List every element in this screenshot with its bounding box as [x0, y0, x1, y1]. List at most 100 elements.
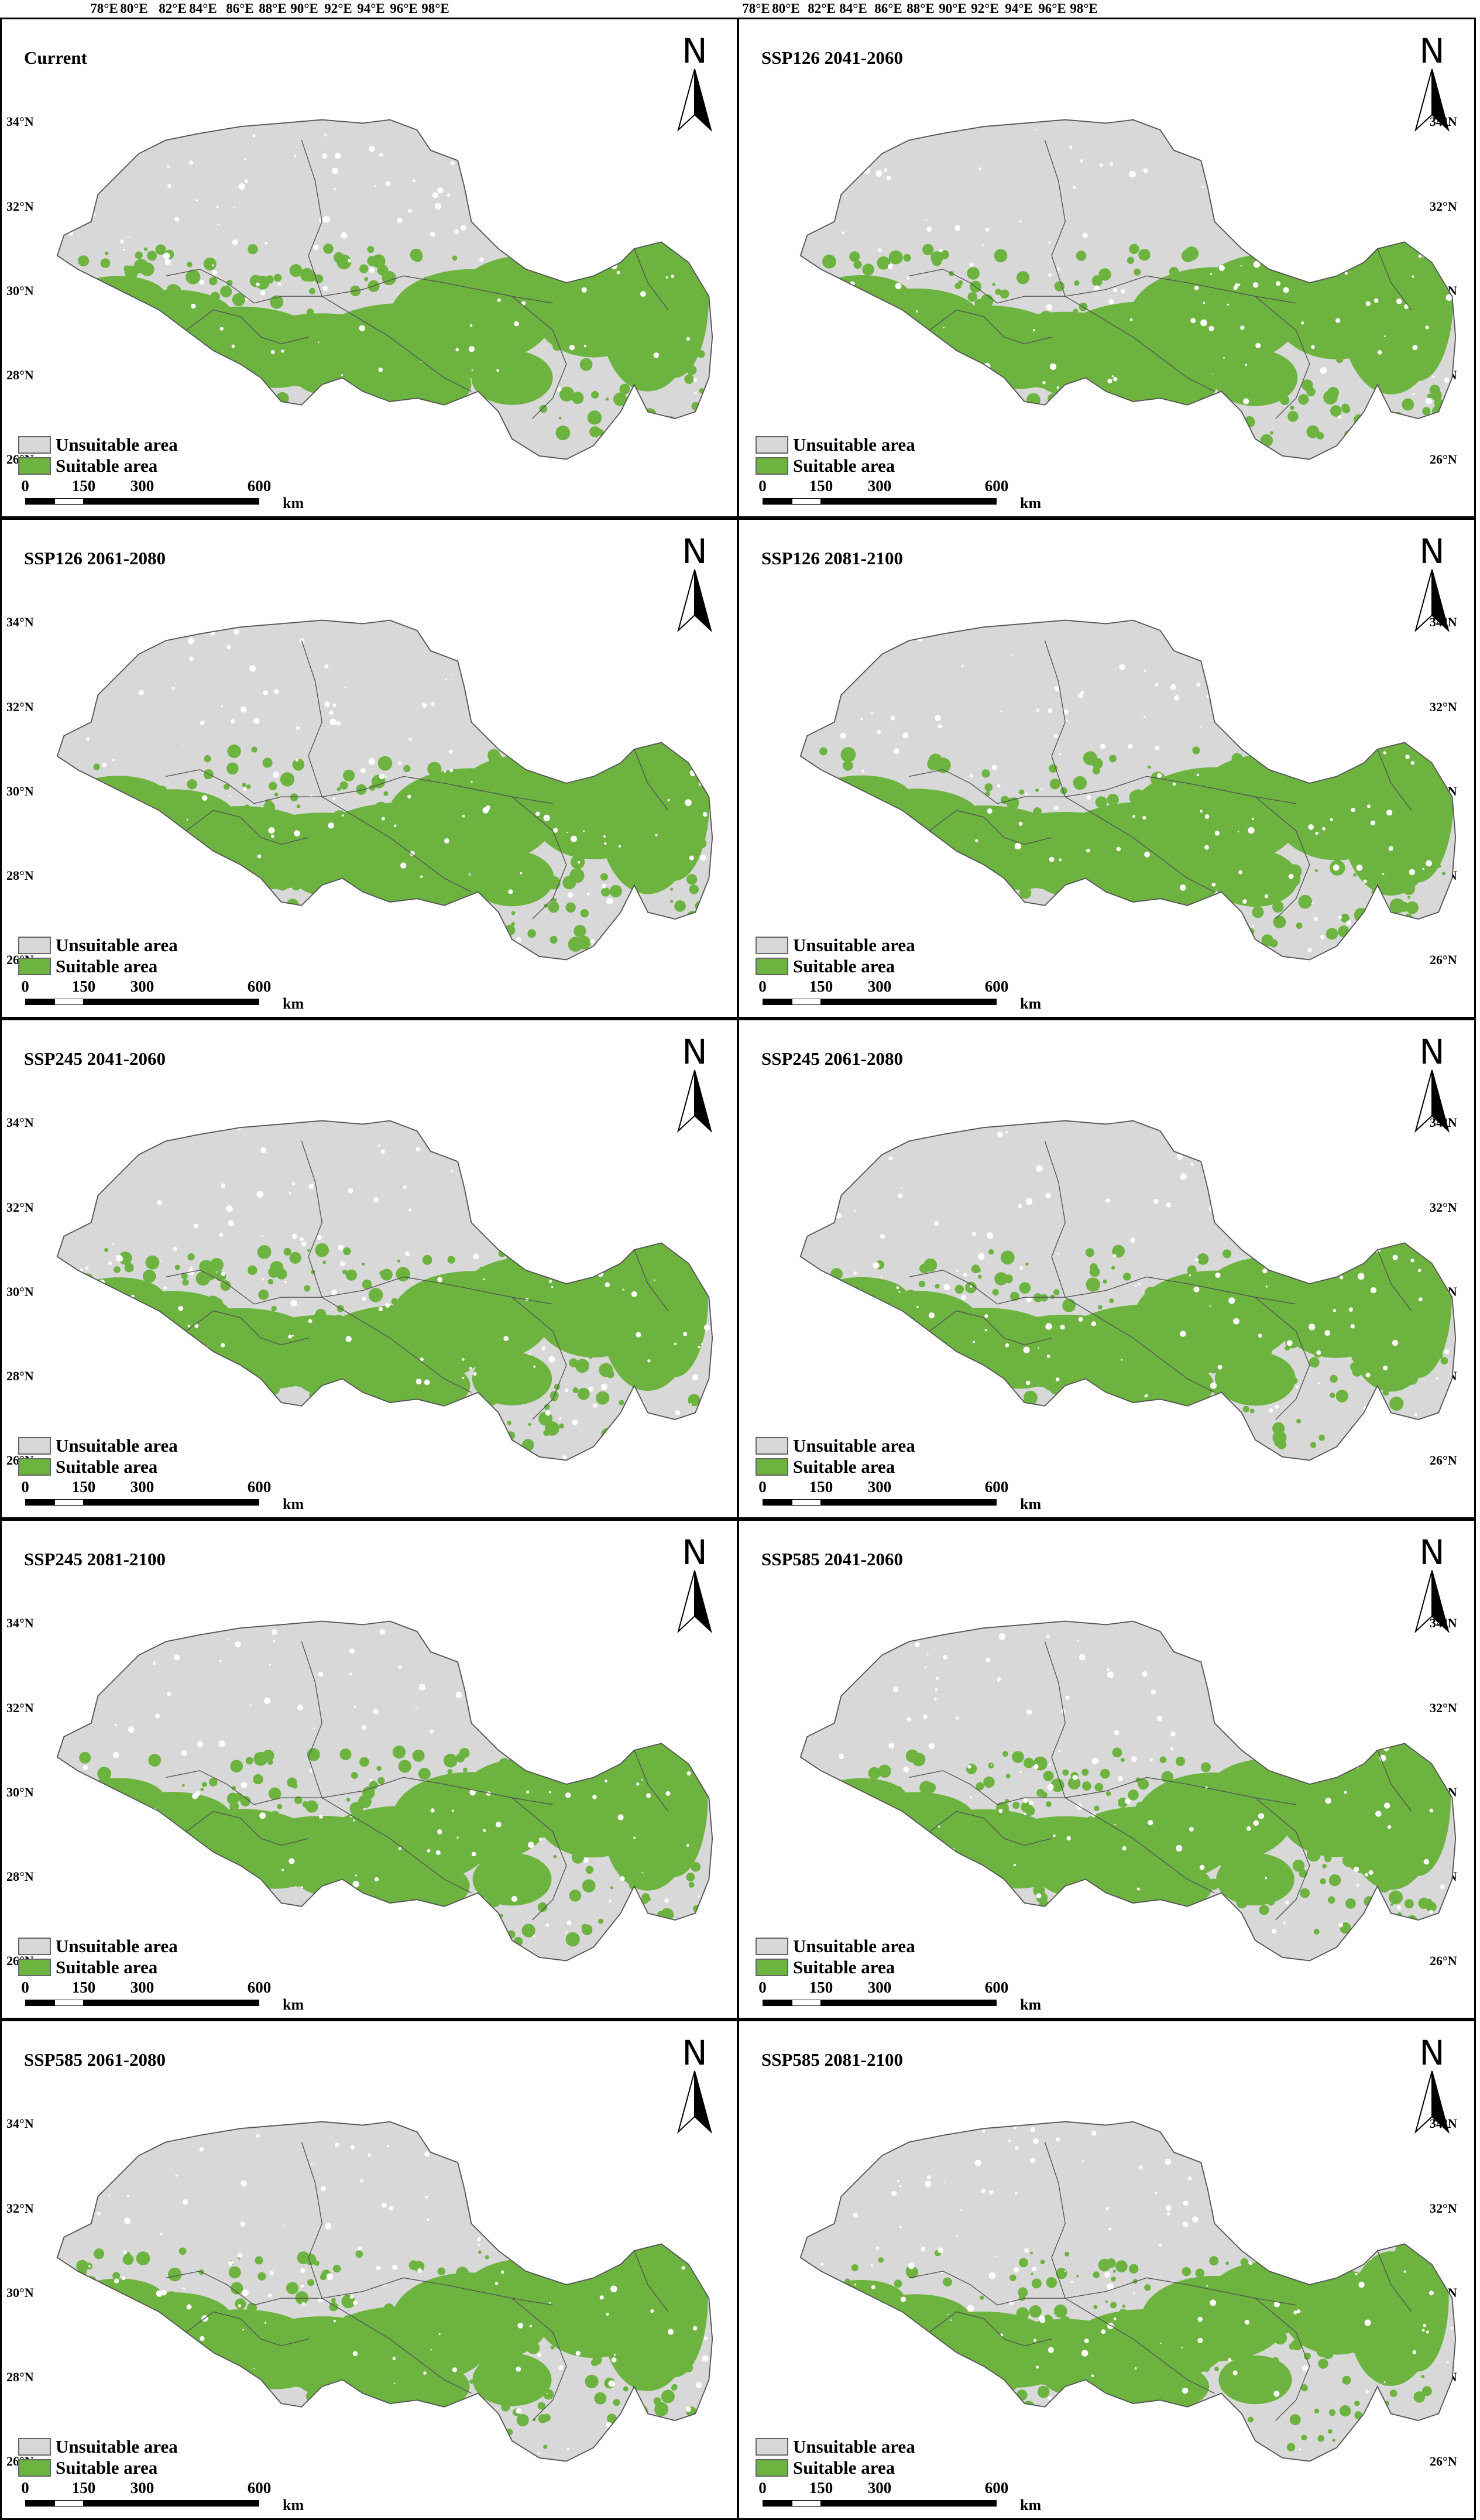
y-axis-tick-label: 26°N	[1430, 452, 1457, 467]
scale-bar: 0 150 300 600 km	[21, 477, 304, 512]
legend-item-unsuitable: Unsuitable area	[18, 1435, 178, 1456]
y-axis-tick-label: 32°N	[6, 700, 34, 714]
north-arrow-icon	[1414, 569, 1450, 633]
map-area	[799, 1620, 1457, 1962]
scale-bar-segment	[763, 1499, 792, 1506]
legend-item-suitable: Suitable area	[756, 455, 915, 476]
legend: Unsuitable area Suitable area	[756, 935, 915, 977]
legend-item-unsuitable: Unsuitable area	[18, 434, 178, 455]
north-arrow-icon	[677, 2070, 712, 2134]
scale-bar-label: 300	[130, 1979, 154, 1996]
legend-label: Unsuitable area	[793, 935, 915, 955]
scale-bar: 0 150 300 600 km	[21, 978, 304, 1012]
north-label: N	[682, 31, 708, 71]
scale-bar-segment	[880, 2000, 997, 2006]
scale-bar-label: 600	[984, 477, 1009, 495]
map-panel: SSP245 2081-210034°N32°N30°N28°N26°NNUns…	[0, 1519, 739, 2020]
scale-bar-label: 600	[984, 1478, 1009, 1496]
legend-swatch-unsuitable	[18, 1938, 51, 1955]
unsuitable-area-region	[800, 2121, 1456, 2461]
panel-title: SSP585 2061-2080	[24, 2049, 166, 2070]
scale-bar-segment	[792, 2000, 821, 2006]
scale-bar-segment	[792, 1499, 821, 1506]
y-axis-tick-label: 26°N	[1430, 1453, 1457, 1468]
scale-bar: 0 150 300 600 km	[758, 978, 1041, 1012]
scale-bar-label: 300	[867, 1478, 892, 1496]
legend-label: Unsuitable area	[793, 2436, 915, 2457]
legend-item-unsuitable: Unsuitable area	[18, 1936, 178, 1957]
scale-bar-segment	[821, 498, 880, 505]
scale-bar-label: 0	[758, 1979, 767, 1996]
legend-swatch-suitable	[756, 457, 788, 475]
scale-bar-segment	[142, 2500, 259, 2507]
y-axis-tick-label: 30°N	[6, 1785, 34, 1799]
scale-bar-segment	[25, 999, 54, 1005]
scale-bar-segment	[763, 498, 792, 505]
x-axis-tick-label: 86°E	[226, 1, 254, 16]
y-axis-tick-label: 32°N	[1430, 700, 1457, 714]
scale-bar-segment	[84, 2000, 142, 2006]
scale-bar-label: 300	[130, 1478, 154, 1496]
legend-item-unsuitable: Unsuitable area	[756, 935, 915, 956]
north-label: N	[682, 2033, 708, 2073]
x-axis-tick-label: 92°E	[324, 1, 352, 16]
scale-bar-label: 150	[809, 2479, 833, 2497]
scale-bar-segment	[821, 2500, 880, 2507]
map-area	[56, 619, 713, 961]
north-arrow-icon	[677, 569, 712, 633]
legend-swatch-unsuitable	[756, 1938, 788, 1955]
y-axis-tick-label: 28°N	[6, 1369, 34, 1383]
panel-title: Current	[24, 47, 87, 68]
legend-swatch-suitable	[18, 1458, 51, 1476]
scale-bar-segment	[25, 498, 54, 505]
scale-bar-segment	[54, 2000, 84, 2006]
scale-bar-unit: km	[283, 2497, 304, 2514]
legend: Unsuitable area Suitable area	[756, 1936, 915, 1978]
north-arrow: N	[1413, 1035, 1451, 1136]
scale-bar-label: 600	[247, 477, 272, 495]
legend-label: Suitable area	[793, 2457, 895, 2478]
legend-item-suitable: Suitable area	[756, 2457, 915, 2478]
legend-swatch-unsuitable	[756, 937, 788, 954]
legend: Unsuitable area Suitable area	[18, 2436, 178, 2478]
scale-bar-segment	[792, 498, 821, 505]
legend-swatch-unsuitable	[18, 937, 51, 954]
north-label: N	[1419, 31, 1445, 71]
y-axis-tick-label: 26°N	[1430, 2454, 1457, 2468]
north-label: N	[1419, 1032, 1445, 1072]
scale-bar-label: 150	[71, 477, 96, 495]
legend-label: Suitable area	[793, 1456, 895, 1477]
scale-bar-label: 150	[71, 2479, 96, 2497]
legend-swatch-suitable	[756, 958, 788, 975]
scale-bar-segment	[54, 1499, 84, 1506]
legend-label: Suitable area	[793, 455, 895, 476]
legend-swatch-unsuitable	[756, 1437, 788, 1455]
scale-bar-label: 600	[984, 1979, 1009, 1996]
scale-bar-label: 150	[71, 1979, 96, 1996]
legend-item-unsuitable: Unsuitable area	[756, 434, 915, 455]
y-axis-tick-label: 34°N	[6, 2116, 34, 2131]
scale-bar-segment	[821, 2000, 880, 2006]
scale-bar-label: 600	[984, 2479, 1009, 2497]
legend-item-suitable: Suitable area	[18, 956, 178, 977]
scale-bar-label: 600	[247, 1979, 272, 1996]
y-axis-tick-label: 30°N	[6, 283, 34, 298]
scale-bar-segment	[880, 498, 997, 505]
x-axis-tick-label: 98°E	[421, 1, 449, 16]
panel-title: SSP585 2081-2100	[761, 2049, 903, 2070]
scale-bar: 0 150 300 600 km	[758, 1478, 1041, 1513]
north-label: N	[1419, 532, 1445, 571]
x-axis-tick-label: 92°E	[971, 1, 999, 16]
legend-item-unsuitable: Unsuitable area	[18, 935, 178, 956]
x-axis-tick-label: 88°E	[259, 1, 287, 16]
scale-bar-segment	[821, 1499, 880, 1506]
north-arrow: N	[1413, 534, 1451, 636]
legend-label: Unsuitable area	[56, 1936, 178, 1956]
map-panel: SSP245 2041-206034°N32°N30°N28°N26°NNUns…	[0, 1019, 739, 1519]
x-axis-tick-label: 94°E	[1005, 1, 1033, 16]
north-arrow-icon	[1414, 1570, 1450, 1634]
north-arrow: N	[1413, 2036, 1451, 2137]
scale-bar-segment	[792, 2500, 821, 2507]
scale-bar-segment	[763, 999, 792, 1005]
scale-bar-segment	[54, 498, 84, 505]
